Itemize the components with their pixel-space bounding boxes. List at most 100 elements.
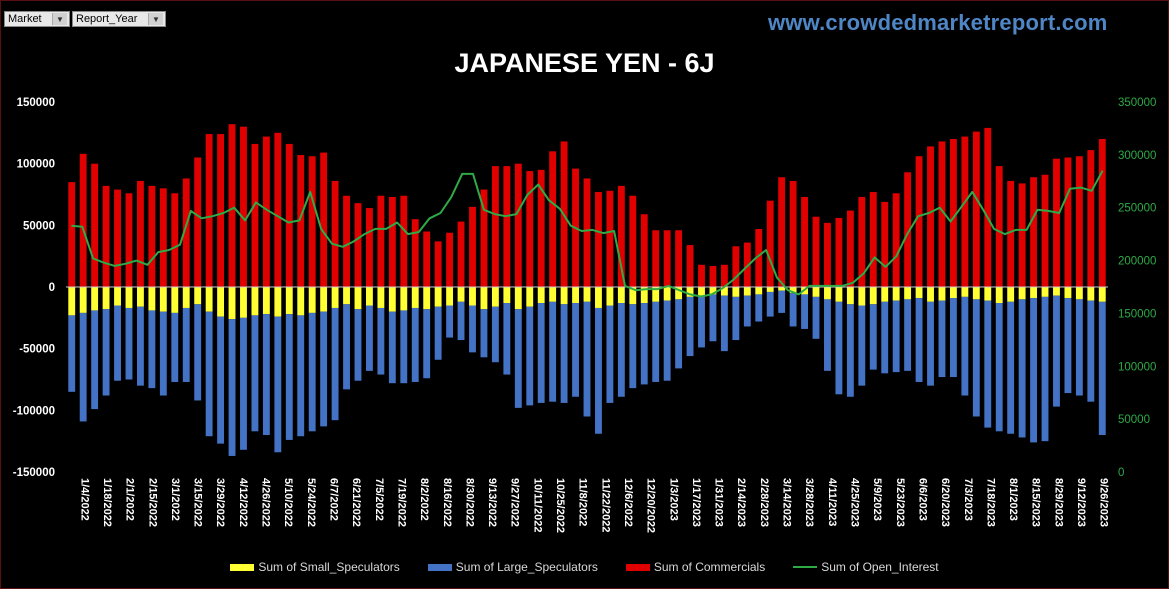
- left-axis-ticks: -150000 -100000 -50000 0 50000 100000 150000: [13, 97, 55, 479]
- filter-dropdown-icon[interactable]: ▼: [148, 13, 163, 25]
- x-axis-tick-label: 4/25/2023: [849, 478, 861, 527]
- small-speculators-bar: [835, 287, 843, 302]
- small-speculators-bar: [583, 287, 591, 302]
- x-axis-tick-label: 6/21/2022: [350, 478, 362, 527]
- commercials-bar: [434, 241, 442, 287]
- legend-item-large-speculators[interactable]: Sum of Large_Speculators: [427, 560, 598, 574]
- legend-item-commercials[interactable]: Sum of Commercials: [625, 560, 765, 574]
- legend-item-small-speculators[interactable]: Sum of Small_Speculators: [230, 560, 400, 574]
- commercials-bar: [1041, 174, 1049, 287]
- large-speculators-bar: [595, 307, 602, 434]
- commercials-bar: [720, 264, 728, 287]
- large-speculators-bar: [789, 293, 797, 327]
- small-speculators-bar: [915, 287, 923, 299]
- commercials-bar: [1018, 183, 1026, 287]
- x-axis-tick-label: 2/15/2022: [146, 478, 158, 527]
- x-axis-tick-label: 7/18/2023: [984, 478, 996, 527]
- commercials-bar: [663, 230, 671, 287]
- large-speculators-bar: [1018, 299, 1026, 438]
- left-axis-tick-label: -50000: [19, 344, 55, 356]
- small-speculators-bar: [79, 287, 87, 313]
- small-speculators-bar: [297, 287, 305, 316]
- commercials-bar: [537, 169, 545, 287]
- commercials-bar: [1064, 157, 1072, 287]
- commercials-bar: [652, 230, 660, 287]
- report-year-filter-label: Report_Year: [76, 13, 138, 25]
- large-speculators-bar: [274, 316, 282, 453]
- small-speculators-bar: [1018, 287, 1026, 300]
- small-speculators-bar: [1064, 287, 1072, 299]
- small-speculators-bar: [904, 287, 912, 300]
- pivot-filter-bar: Market ▼ Report_Year ▼: [4, 11, 166, 27]
- commercials-bar: [240, 126, 247, 288]
- commercials-bar: [331, 180, 339, 287]
- commercials-bar: [595, 192, 602, 287]
- large-speculators-bar: [778, 290, 786, 313]
- large-speculators-bar: [709, 294, 717, 342]
- large-speculators-bar: [217, 316, 225, 444]
- commercials-bar: [491, 166, 499, 287]
- right-axis-tick-label: 200000: [1118, 256, 1156, 268]
- commercials-bar: [984, 127, 992, 288]
- commercials-bar: [709, 266, 717, 287]
- x-axis-tick-label: 12/20/2022: [645, 478, 657, 533]
- x-axis-tick-label: 3/28/2023: [803, 478, 815, 527]
- commercials-bar: [446, 232, 454, 287]
- commercials-bar: [881, 201, 889, 287]
- commercials-bar: [995, 166, 1003, 287]
- market-filter-button[interactable]: Market ▼: [4, 11, 70, 27]
- large-speculators-bar: [125, 307, 133, 380]
- commercials-bar: [801, 196, 808, 287]
- commercials-bar: [583, 178, 591, 287]
- small-speculators-bar: [400, 287, 408, 311]
- legend-item-open-interest[interactable]: Sum of Open_Interest: [793, 560, 939, 574]
- small-speculators-bar: [606, 287, 614, 306]
- report-year-filter-button[interactable]: Report_Year ▼: [72, 11, 166, 27]
- x-axis-tick-label: 8/29/2023: [1052, 478, 1064, 527]
- commercials-bar: [251, 143, 259, 287]
- x-axis-tick-label: 1/4/2022: [78, 478, 90, 521]
- filter-dropdown-icon[interactable]: ▼: [52, 13, 67, 25]
- large-speculators-bar: [136, 306, 144, 386]
- small-speculators-bar: [434, 287, 442, 307]
- large-speculators-bar: [114, 305, 121, 381]
- x-axis-tick-label: 9/13/2022: [486, 478, 498, 527]
- small-speculators-bar: [698, 287, 705, 296]
- left-axis-tick-label: -100000: [13, 405, 55, 417]
- large-speculators-bar: [91, 310, 99, 410]
- right-axis-tick-label: 50000: [1118, 414, 1150, 426]
- large-speculators-bar: [388, 311, 396, 384]
- large-speculators-bar: [68, 315, 76, 392]
- small-speculators-bar: [171, 287, 179, 313]
- x-axis-tick-label: 6/6/2023: [916, 478, 928, 521]
- left-axis-tick-label: -150000: [13, 467, 55, 479]
- small-speculators-bar: [308, 287, 316, 313]
- right-axis-tick-label: 0: [1118, 467, 1124, 479]
- small-speculators-bar: [159, 287, 167, 312]
- large-speculators-bar: [812, 296, 820, 339]
- right-axis-tick-label: 250000: [1118, 203, 1156, 215]
- small-speculators-bar: [675, 287, 683, 300]
- small-speculators-bar: [480, 287, 488, 310]
- commercials-bar: [732, 246, 740, 287]
- small-speculators-bar: [984, 287, 992, 301]
- large-speculators-bar: [526, 306, 534, 406]
- large-speculators-bar: [446, 305, 454, 338]
- chart-title: JAPANESE YEN - 6J: [454, 48, 715, 78]
- large-speculators-bar: [583, 301, 591, 417]
- small-speculators-bar: [91, 287, 99, 311]
- commercials-bar: [262, 136, 270, 287]
- large-speculators-bar: [194, 304, 202, 401]
- small-speculators-bar: [217, 287, 225, 317]
- right-axis-tick-label: 350000: [1118, 97, 1156, 109]
- large-speculators-bar: [938, 300, 946, 378]
- commercials-bar: [629, 195, 637, 287]
- large-speculators-bars: [68, 290, 1106, 456]
- large-speculators-bar: [331, 307, 339, 421]
- commercials-bar: [457, 221, 465, 287]
- commercials-bar: [503, 166, 511, 287]
- x-axis-tick-label: 8/2/2022: [418, 478, 430, 521]
- small-speculators-bar: [549, 287, 557, 302]
- small-speculators-bar: [136, 287, 144, 307]
- small-speculators-bar: [949, 287, 957, 299]
